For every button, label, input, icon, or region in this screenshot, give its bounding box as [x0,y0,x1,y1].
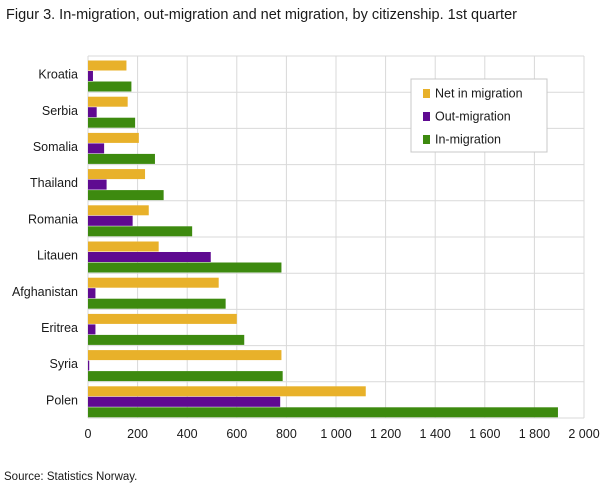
category-label: Polen [46,393,78,407]
category-label: Somalia [33,140,78,154]
bar-in-migration-afghanistan [88,298,226,309]
bar-net-in-migration-litauen [88,241,159,252]
x-tick-label: 200 [127,427,148,441]
bar-net-in-migration-thailand [88,169,146,180]
bar-out-migration-serbia [88,107,97,118]
category-label: Litauen [37,249,78,263]
bar-net-in-migration-somalia [88,132,139,143]
x-tick-label: 1 400 [420,427,451,441]
bar-net-in-migration-polen [88,386,366,397]
x-tick-label: 1 800 [519,427,550,441]
bar-in-migration-somalia [88,153,155,164]
legend-swatch [423,89,430,98]
bar-out-migration-kroatia [88,71,93,81]
bar-out-migration-afghanistan [88,288,96,299]
bar-in-migration-thailand [88,190,164,201]
x-tick-label: 1 600 [469,427,500,441]
bar-in-migration-polen [88,407,558,418]
category-label: Syria [50,357,79,371]
bar-in-migration-litauen [88,262,282,273]
category-label: Kroatia [38,68,78,82]
bar-in-migration-eritrea [88,334,245,345]
bar-in-migration-kroatia [88,81,132,92]
x-tick-label: 1 200 [370,427,401,441]
chart-title: Figur 3. In-migration, out-migration and… [6,7,517,23]
gridlines [87,55,585,419]
category-label: Eritrea [41,321,78,335]
x-tick-labels: 0 200 400 600 800 1 000 1 200 1 400 1 600 1 800 2 … [85,427,600,441]
x-tick-label: 0 [85,427,92,441]
x-tick-label: 2 000 [568,427,599,441]
category-labels: Kroatia Serbia Somalia Thailand Romania Litau… [12,68,78,408]
legend-swatch [423,135,430,144]
bar-net-in-migration-eritrea [88,313,237,324]
bar-out-migration-eritrea [88,324,96,335]
bars [88,60,558,418]
bar-out-migration-somalia [88,143,105,154]
bar-out-migration-romania [88,215,133,226]
category-label: Serbia [42,104,78,118]
x-tick-label: 800 [276,427,297,441]
legend-label: Out-migration [435,110,511,124]
bar-out-migration-thailand [88,179,107,190]
bar-net-in-migration-syria [88,350,282,361]
x-tick-label: 600 [226,427,247,441]
category-label: Afghanistan [12,285,78,299]
legend-label: In-migration [435,133,501,147]
bar-in-migration-romania [88,226,193,237]
bar-net-in-migration-kroatia [88,60,127,71]
bar-in-migration-serbia [88,117,136,128]
bar-net-in-migration-afghanistan [88,277,219,288]
bar-net-in-migration-serbia [88,96,128,107]
x-tick-label: 1 000 [320,427,351,441]
category-label: Romania [28,212,78,226]
x-tick-label: 400 [177,427,198,441]
bar-in-migration-syria [88,371,283,382]
source-note: Source: Statistics Norway. [4,471,138,483]
bar-out-migration-syria [88,360,90,371]
legend-label: Net in migration [435,87,523,101]
category-label: Thailand [30,176,78,190]
legend-box [410,78,548,153]
bar-out-migration-polen [88,396,281,407]
legend-swatch [423,112,430,121]
legend: Net in migration Out-migration In-migratio… [410,78,548,153]
bar-out-migration-litauen [88,252,211,262]
bar-net-in-migration-romania [88,205,149,216]
